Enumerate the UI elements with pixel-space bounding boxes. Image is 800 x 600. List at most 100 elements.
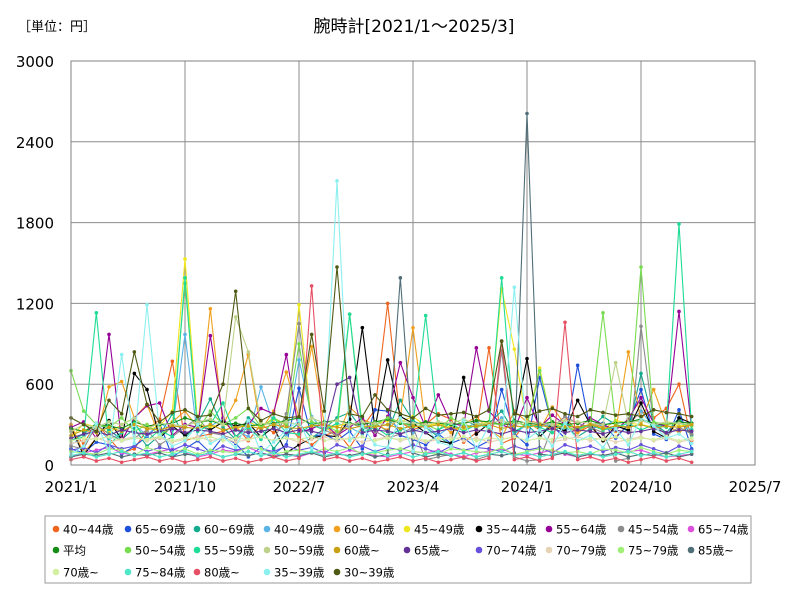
data-point (259, 453, 263, 458)
data-point (195, 457, 200, 462)
data-point (525, 443, 529, 447)
data-point (284, 422, 289, 427)
data-point (284, 425, 289, 430)
data-point (208, 413, 213, 417)
data-point (563, 437, 567, 442)
data-point (347, 412, 352, 416)
data-point (449, 421, 453, 426)
data-point (221, 434, 225, 439)
data-point (677, 448, 681, 452)
data-point (208, 455, 213, 459)
legend-label: 80歳~ (204, 566, 240, 580)
data-point (575, 398, 580, 403)
data-point (145, 445, 149, 450)
data-point (588, 425, 593, 430)
data-point (449, 437, 453, 442)
data-point (373, 449, 377, 454)
data-point (271, 451, 276, 455)
data-point (525, 459, 529, 463)
data-point (284, 449, 289, 454)
data-point (588, 455, 593, 459)
data-point (246, 430, 251, 435)
data-point (271, 426, 276, 431)
data-point (613, 445, 618, 450)
data-point (284, 459, 289, 463)
data-point (246, 416, 251, 420)
data-point (461, 448, 466, 452)
data-point (588, 422, 593, 427)
data-point (613, 424, 618, 428)
data-point (626, 455, 631, 459)
data-point (639, 387, 643, 392)
data-point (297, 432, 301, 436)
data-point (550, 430, 555, 435)
data-point (689, 429, 694, 434)
legend-marker (124, 546, 132, 554)
data-point (639, 448, 643, 452)
x-tick-label: 2023/4 (387, 478, 440, 496)
data-point (360, 456, 365, 461)
data-point (487, 429, 491, 434)
data-point (246, 406, 251, 411)
data-point (461, 455, 466, 459)
data-point (373, 428, 377, 432)
data-point (461, 425, 466, 430)
data-point (335, 425, 339, 430)
legend-label: 平均 (63, 544, 86, 558)
data-point (145, 426, 149, 431)
legend-items: 40~44歳 65~69歳 60~69歳 40~49歳 60~64歳 45~49歳 35~4… (52, 523, 749, 580)
data-point (233, 448, 238, 452)
series-line (70, 436, 692, 444)
data-point (119, 428, 124, 432)
series-line (70, 450, 692, 458)
data-point (145, 432, 149, 436)
data-point (385, 453, 390, 458)
legend-marker (124, 568, 132, 576)
legend-label: 70~74歳 (486, 544, 537, 558)
data-point (335, 382, 339, 387)
data-point (664, 410, 669, 415)
legend-label: 60~64歳 (344, 523, 395, 537)
data-point (373, 460, 377, 465)
data-point (575, 363, 580, 368)
data-point (613, 459, 618, 463)
data-point (550, 406, 555, 411)
data-point (335, 436, 339, 440)
data-point (347, 445, 352, 450)
legend-label: 50~59歳 (274, 544, 325, 558)
data-point (322, 409, 327, 413)
data-point (246, 350, 251, 354)
data-point (208, 306, 213, 311)
data-point (423, 438, 428, 443)
data-point (246, 460, 251, 465)
data-point (259, 418, 263, 423)
data-point (221, 432, 225, 436)
data-point (246, 437, 251, 442)
series-15 (69, 375, 694, 440)
data-point (474, 449, 479, 454)
legend-item: 85歳~ (687, 544, 734, 558)
data-point (474, 438, 479, 443)
data-point (259, 385, 263, 389)
data-point (246, 445, 251, 450)
legend-item: 平均 (52, 544, 86, 558)
data-point (677, 416, 681, 420)
series-line (70, 285, 692, 463)
data-point (639, 445, 643, 450)
legend-item: 50~59歳 (263, 544, 325, 558)
legend-label: 55~64歳 (556, 523, 607, 537)
legend-label: 70歳~ (63, 566, 99, 580)
data-point (309, 344, 314, 349)
data-point (132, 350, 137, 354)
data-point (411, 428, 415, 432)
data-point (639, 324, 643, 329)
data-point (81, 455, 86, 459)
legend-item: 65歳~ (403, 544, 450, 558)
series-line (70, 376, 692, 439)
data-point (677, 421, 681, 426)
data-point (436, 452, 441, 457)
data-point (487, 424, 491, 428)
y-axis-ticks: 0 600 1200 1800 2400 3000 (16, 53, 54, 475)
data-point (246, 424, 251, 428)
data-point (347, 312, 352, 316)
